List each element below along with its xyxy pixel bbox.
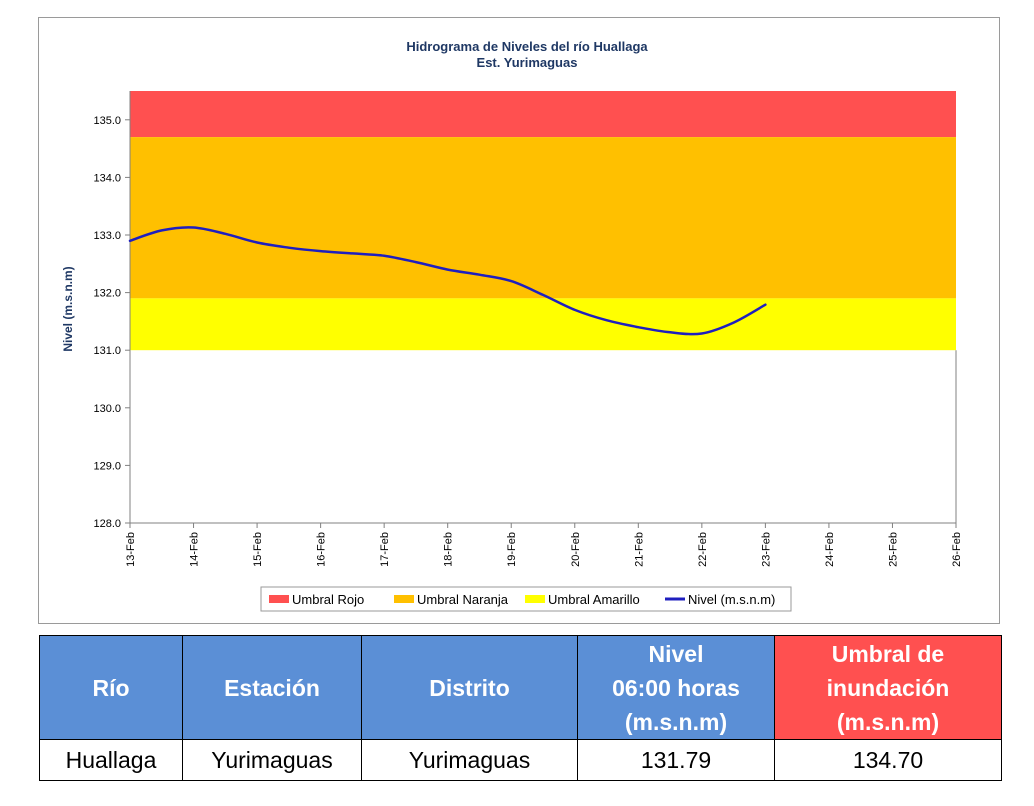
x-tick-label-13: 26-Feb xyxy=(951,532,963,567)
table-header-row: Río Estación Distrito Nivel 06:00 horas … xyxy=(39,635,1002,740)
header-umbral: Umbral de inundación (m.s.n.m) xyxy=(774,635,1002,740)
header-estacion-label: Estación xyxy=(224,674,320,701)
x-tick-label-11: 24-Feb xyxy=(824,532,836,567)
y-tick-label-4: 132.0 xyxy=(93,288,121,300)
header-rio-label: Río xyxy=(92,674,130,701)
x-tick-label-1: 14-Feb xyxy=(189,532,201,567)
y-tick-label-5: 133.0 xyxy=(93,230,121,242)
x-tick-label-6: 19-Feb xyxy=(506,532,518,567)
y-tick-label-0: 128.0 xyxy=(93,518,121,530)
x-tick-label-9: 22-Feb xyxy=(697,532,709,567)
x-tick-label-0: 13-Feb xyxy=(125,532,137,567)
cell-umbral: 134.70 xyxy=(774,739,1002,781)
x-tick-label-4: 17-Feb xyxy=(379,532,391,567)
header-nivel-line2: 06:00 horas xyxy=(612,674,740,701)
x-tick-label-2: 15-Feb xyxy=(252,532,264,567)
header-rio: Río xyxy=(39,635,183,740)
y-tick-label-2: 130.0 xyxy=(93,403,121,415)
x-tick-label-12: 25-Feb xyxy=(887,532,899,567)
band-0 xyxy=(130,91,956,138)
x-tick-label-5: 18-Feb xyxy=(443,532,455,567)
table-row: Huallaga Yurimaguas Yurimaguas 131.79 13… xyxy=(39,739,1002,781)
chart-panel: Hidrograma de Niveles del río Huallaga E… xyxy=(38,17,1000,624)
y-axis-label: Nivel (m.s.n.m) xyxy=(61,266,75,351)
hydrograph-chart: Hidrograma de Niveles del río Huallaga E… xyxy=(61,39,963,612)
header-nivel: Nivel 06:00 horas (m.s.n.m) xyxy=(577,635,775,740)
header-umbral-line2: inundación xyxy=(826,674,950,701)
x-tick-label-10: 23-Feb xyxy=(760,532,772,567)
header-nivel-line1: Nivel xyxy=(648,640,704,667)
chart-subtitle: Est. Yurimaguas xyxy=(477,55,578,70)
y-tick-label-6: 134.0 xyxy=(93,172,121,184)
band-1 xyxy=(130,137,956,299)
y-tick-label-7: 135.0 xyxy=(93,115,121,127)
cell-rio: Huallaga xyxy=(39,739,183,781)
legend-label-0: Umbral Rojo xyxy=(292,592,364,607)
header-distrito: Distrito xyxy=(361,635,578,740)
header-umbral-line3: (m.s.n.m) xyxy=(836,708,940,735)
axes: 128.0 129.0 130.0 131.0 132.0 133.0 134.0 135.0… xyxy=(93,91,963,567)
x-tick-label-3: 16-Feb xyxy=(316,532,328,567)
header-estacion: Estación xyxy=(182,635,362,740)
y-tick-label-1: 129.0 xyxy=(93,460,121,472)
x-tick-label-8: 21-Feb xyxy=(633,532,645,567)
header-distrito-label: Distrito xyxy=(429,674,510,701)
threshold-bands xyxy=(130,91,956,351)
legend-label-3: Nivel (m.s.n.m) xyxy=(688,592,775,607)
legend-swatch-2 xyxy=(525,595,545,603)
header-umbral-line1: Umbral de xyxy=(831,640,945,667)
cell-estacion: Yurimaguas xyxy=(182,739,362,781)
header-nivel-line3: (m.s.n.m) xyxy=(624,708,728,735)
legend-swatch-0 xyxy=(269,595,289,603)
x-tick-label-7: 20-Feb xyxy=(570,532,582,567)
legend-swatch-1 xyxy=(394,595,414,603)
legend: Umbral Rojo Umbral Naranja Umbral Amarillo… xyxy=(260,586,792,612)
y-tick-label-3: 131.0 xyxy=(93,345,121,357)
series-line-0 xyxy=(128,226,767,336)
band-2 xyxy=(130,298,956,351)
legend-label-2: Umbral Amarillo xyxy=(548,592,640,607)
cell-distrito: Yurimaguas xyxy=(361,739,578,781)
info-table: Río Estación Distrito Nivel 06:00 horas … xyxy=(39,635,1002,781)
cell-nivel: 131.79 xyxy=(577,739,775,781)
series-layer xyxy=(128,226,767,336)
chart-title: Hidrograma de Niveles del río Huallaga xyxy=(406,39,648,54)
legend-label-1: Umbral Naranja xyxy=(417,592,509,607)
